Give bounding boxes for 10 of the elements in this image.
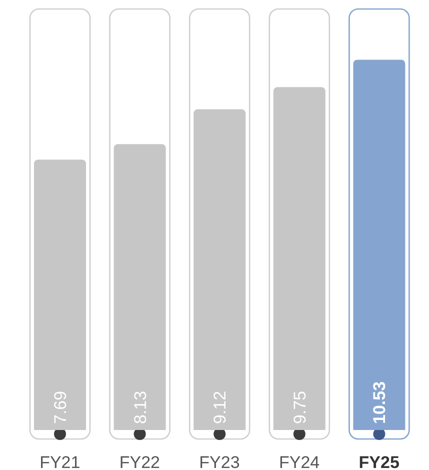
data-label: 10.53 bbox=[370, 381, 390, 424]
x-tick-label: FY24 bbox=[278, 453, 320, 470]
x-tick-label: FY21 bbox=[40, 453, 80, 470]
x-tick-label: FY22 bbox=[119, 453, 160, 470]
data-label: 7.69 bbox=[51, 390, 70, 424]
x-tick-label: FY23 bbox=[199, 453, 240, 470]
x-tick-label: FY25 bbox=[358, 453, 400, 470]
data-label: 8.13 bbox=[130, 390, 150, 424]
data-label: 9.12 bbox=[210, 390, 230, 424]
data-label: 9.75 bbox=[290, 390, 310, 424]
